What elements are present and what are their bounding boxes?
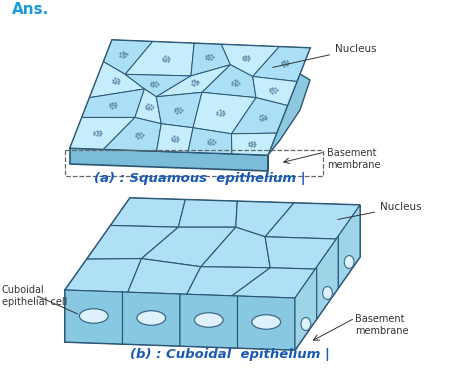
Text: Nucleus: Nucleus	[337, 202, 422, 220]
Text: Basement
membrane: Basement membrane	[327, 148, 381, 170]
Polygon shape	[188, 128, 232, 154]
Text: Nucleus: Nucleus	[273, 44, 377, 68]
Polygon shape	[236, 201, 294, 237]
Polygon shape	[65, 290, 295, 350]
Polygon shape	[70, 40, 310, 155]
Polygon shape	[65, 290, 122, 344]
Text: Basement
membrane: Basement membrane	[355, 314, 409, 335]
Polygon shape	[87, 225, 178, 259]
Polygon shape	[125, 74, 191, 97]
Ellipse shape	[194, 313, 223, 327]
Polygon shape	[295, 267, 317, 350]
Ellipse shape	[137, 311, 165, 325]
Text: (a) : Squamous  epithelium |: (a) : Squamous epithelium |	[94, 172, 306, 185]
Polygon shape	[180, 294, 237, 348]
Polygon shape	[90, 62, 145, 98]
Polygon shape	[193, 92, 256, 134]
Polygon shape	[221, 44, 279, 76]
Polygon shape	[295, 205, 360, 350]
Polygon shape	[232, 268, 315, 298]
Polygon shape	[125, 42, 194, 76]
Polygon shape	[265, 203, 360, 239]
Polygon shape	[65, 198, 360, 298]
Polygon shape	[253, 76, 297, 106]
Text: (b) : Cuboidal  epithelium |: (b) : Cuboidal epithelium |	[130, 348, 330, 361]
Polygon shape	[70, 117, 135, 149]
Ellipse shape	[301, 317, 311, 331]
Polygon shape	[202, 65, 256, 98]
Polygon shape	[187, 267, 270, 296]
Ellipse shape	[323, 286, 332, 300]
Polygon shape	[338, 205, 360, 288]
Polygon shape	[191, 43, 230, 76]
Polygon shape	[135, 89, 161, 124]
Ellipse shape	[79, 309, 108, 323]
Ellipse shape	[344, 255, 354, 269]
Polygon shape	[156, 92, 202, 128]
Polygon shape	[268, 68, 310, 171]
Polygon shape	[156, 65, 230, 97]
Polygon shape	[122, 292, 180, 346]
Polygon shape	[201, 227, 270, 268]
Polygon shape	[317, 236, 338, 319]
Polygon shape	[70, 148, 268, 171]
Polygon shape	[231, 133, 277, 155]
Polygon shape	[231, 98, 287, 134]
Polygon shape	[82, 89, 145, 117]
Polygon shape	[253, 47, 310, 82]
Polygon shape	[142, 227, 236, 267]
Text: Cuboidal
epithelial cell: Cuboidal epithelial cell	[2, 285, 67, 307]
Polygon shape	[104, 117, 161, 151]
Text: Ans.: Ans.	[12, 2, 49, 17]
Ellipse shape	[252, 315, 281, 329]
Polygon shape	[103, 40, 153, 74]
Polygon shape	[110, 198, 185, 227]
Bar	[65, 150, 323, 176]
Polygon shape	[178, 200, 237, 227]
Polygon shape	[265, 237, 336, 269]
Polygon shape	[128, 259, 201, 294]
Polygon shape	[237, 296, 295, 350]
Polygon shape	[156, 124, 193, 152]
Polygon shape	[65, 259, 142, 292]
